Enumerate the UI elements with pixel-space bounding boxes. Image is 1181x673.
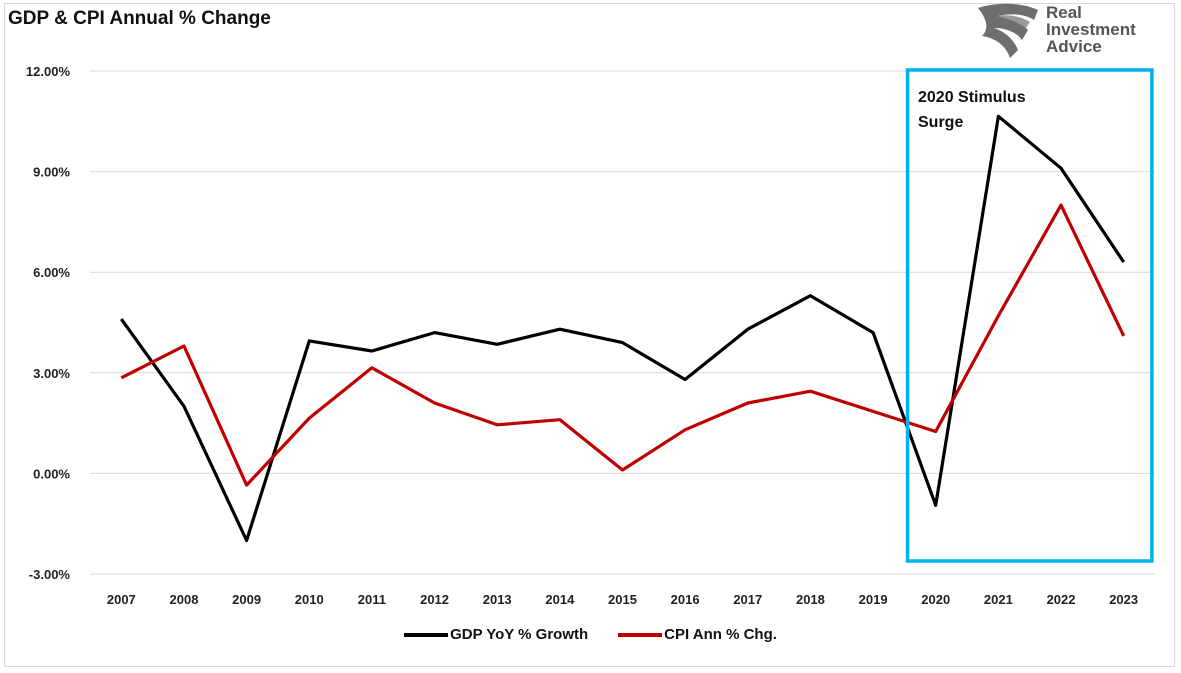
x-tick-label: 2016 [671,592,700,607]
x-tick-label: 2012 [420,592,449,607]
x-tick-label: 2008 [170,592,199,607]
legend-item-cpi: CPI Ann % Chg. [618,626,777,643]
x-tick-label: 2007 [107,592,136,607]
x-tick-label: 2018 [796,592,825,607]
x-tick-label: 2014 [545,592,575,607]
annotation-text-line-2: Surge [918,114,963,131]
y-tick-label: 12.00% [26,64,71,79]
logo-line-2: Investment [1046,20,1136,39]
y-tick-label: -3.00% [29,567,71,582]
legend-label-cpi: CPI Ann % Chg. [664,626,777,643]
y-tick-label: 9.00% [33,165,70,180]
y-tick-label: 6.00% [33,265,70,280]
x-tick-label: 2015 [608,592,637,607]
annotation-text-line-1: 2020 Stimulus [918,89,1026,106]
logo-line-1: Real [1046,3,1082,22]
x-tick-label: 2011 [358,592,386,607]
logo-line-3: Advice [1046,37,1102,56]
series-line-cpi [120,203,1126,487]
y-tick-label: 0.00% [33,466,70,481]
x-tick-label: 2010 [295,592,324,607]
legend-swatch-gdp [404,632,449,637]
legend-label-gdp: GDP YoY % Growth [450,626,589,643]
x-tick-label: 2023 [1109,592,1138,607]
chart-title: GDP & CPI Annual % Change [8,8,271,29]
legend-swatch-cpi [618,632,663,637]
y-tick-label: 3.00% [33,366,70,381]
x-tick-label: 2020 [921,592,950,607]
x-tick-label: 2017 [733,592,762,607]
x-tick-label: 2021 [984,592,1013,607]
series-line-gdp [120,114,1126,543]
x-tick-label: 2013 [483,592,512,607]
x-tick-label: 2009 [232,592,261,607]
x-tick-label: 2022 [1047,592,1076,607]
eagle-logo-icon [978,3,1038,59]
legend: GDP YoY % Growth CPI Ann % Chg. [0,626,1181,643]
annotation-box [905,68,1154,563]
legend-item-gdp: GDP YoY % Growth [404,626,588,643]
x-tick-label: 2019 [859,592,888,607]
logo-text: Real Investment Advice [1046,4,1136,55]
